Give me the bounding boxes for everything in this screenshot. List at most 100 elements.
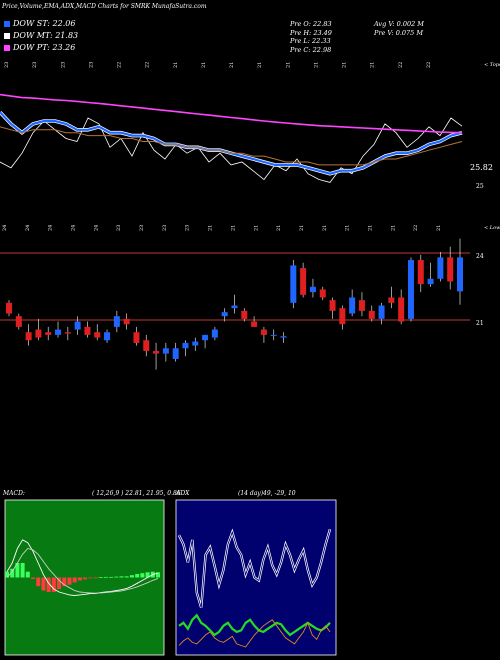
price-line	[0, 117, 463, 183]
candle-date-label: 21	[436, 225, 442, 231]
macd-hist-bar	[57, 577, 62, 590]
macd-hist-bar	[41, 577, 46, 591]
candle-bear	[84, 326, 91, 335]
candle-bear	[368, 310, 375, 319]
macd-hist-bar	[119, 576, 124, 578]
candle-bull	[280, 336, 287, 338]
price-date-label: 22	[398, 62, 404, 68]
candle-bull	[182, 342, 189, 349]
candle-bear	[35, 329, 42, 338]
candle-date-label: 23	[139, 225, 145, 231]
legend-swatch-pt	[4, 45, 10, 51]
legend: DOW ST: 22.06 DOW MT: 21.83 DOW PT: 23.2…	[4, 19, 78, 52]
prev-volume: Pre V: 0.075 M	[374, 28, 424, 37]
candle-date-label: 24	[2, 225, 8, 231]
candle-bull	[104, 332, 111, 341]
candle-date-label: 23	[116, 225, 122, 231]
candle-bear	[143, 340, 150, 351]
price-date-label: 23	[32, 62, 38, 68]
candle-bull	[427, 278, 434, 285]
prev-close: Pre C: 22.98	[290, 45, 332, 54]
candle-bull	[270, 334, 277, 336]
candle-bear	[123, 318, 130, 325]
price-date-label: 22	[117, 62, 123, 68]
macd-hist-bar	[129, 575, 134, 578]
candle-bull	[172, 348, 179, 359]
candle-date-label: 21	[390, 225, 396, 231]
macd-hist-bar	[25, 571, 30, 578]
legend-label-st: DOW ST: 22.06	[13, 19, 76, 28]
price-ema-lines	[0, 93, 463, 183]
candle-right-label: < Lowe	[484, 225, 500, 231]
candle-bull	[437, 257, 444, 279]
macd-hist-bar	[77, 577, 82, 581]
candle-date-label: 24	[71, 225, 77, 231]
price-date-label: 23	[88, 62, 94, 68]
macd-label: MACD:	[2, 490, 25, 497]
candle-bear	[388, 297, 395, 303]
macd-hist-bar	[36, 577, 41, 587]
macd-hist-bar	[140, 573, 145, 578]
candle-tick-21: 21	[476, 320, 484, 327]
adx-lines	[177, 528, 332, 648]
candle-bear	[339, 308, 346, 325]
candle-bull	[221, 312, 228, 317]
candle-date-label: 21	[230, 225, 236, 231]
candle-bull	[74, 321, 81, 330]
candle-date-label: 21	[299, 225, 305, 231]
candle-bear	[6, 302, 12, 314]
macd-hist-bar	[5, 571, 9, 578]
price-date-label: 22	[145, 62, 151, 68]
macd-signal-line	[6, 547, 159, 594]
price-date-label: 21	[370, 62, 376, 68]
adx-params: (14 day)49, -29, 10	[238, 490, 296, 497]
candle-date-label: 23	[185, 225, 191, 231]
candle-date-label: 23	[162, 225, 168, 231]
macd-hist-bar	[114, 576, 119, 578]
price-date-label: 21	[201, 62, 207, 68]
avg-volume: Avg V: 0.002 M	[374, 20, 424, 28]
candle-bull	[378, 305, 385, 319]
price-date-label: 23	[4, 62, 10, 68]
price-right-label: < Topo	[484, 62, 500, 68]
legend-item-mt: DOW MT: 21.83	[4, 31, 78, 40]
candle-bear	[241, 310, 248, 319]
volume-info: Avg V: 0.002 M Pre V: 0.075 M	[374, 20, 424, 37]
macd-hist-bar	[20, 562, 25, 578]
candle-bull	[202, 334, 209, 341]
legend-swatch-st	[4, 21, 10, 27]
chart-title: Price,Volume,EMA,ADX,MACD Charts for SMR…	[2, 3, 207, 10]
legend-item-st: DOW ST: 22.06	[4, 19, 78, 28]
macd-hist-bar	[72, 577, 77, 583]
candle-bull	[192, 341, 199, 346]
prev-low: Pre L: 22.33	[290, 37, 331, 45]
adx-di-minus-line	[178, 613, 331, 637]
adx-di-plus-line	[178, 529, 331, 608]
candle-bull	[211, 329, 218, 338]
macd-hist-bar	[93, 577, 98, 579]
macd-hist-bar	[10, 568, 15, 578]
macd-hist-bar	[15, 562, 20, 578]
candle-bear	[25, 332, 32, 341]
candle-bear	[133, 332, 140, 343]
legend-label-pt: DOW PT: 23.26	[13, 43, 76, 52]
candle-bear	[64, 332, 71, 334]
prev-high: Pre H: 23.49	[290, 28, 332, 37]
candle-bear	[329, 300, 336, 311]
candle-date-label: 24	[93, 225, 99, 231]
macd-params: ( 12,26,9 ) 22.81, 21.95, 0.86	[92, 490, 181, 497]
candle-bear	[153, 350, 160, 354]
candle-date-label: 21	[322, 225, 328, 231]
candle-bull	[457, 257, 463, 292]
dow-mt-line	[0, 126, 463, 166]
price-date-label: 21	[285, 62, 291, 68]
prev-open: Pre O: 22.83	[290, 20, 332, 28]
candle-bull	[113, 316, 120, 327]
price-last-value: 25.82	[470, 163, 493, 172]
candle-bull	[162, 348, 169, 354]
adx-line	[178, 619, 331, 648]
candle-bear	[319, 289, 326, 298]
macd-hist-bar	[62, 577, 67, 587]
macd-hist-bar	[145, 572, 150, 578]
